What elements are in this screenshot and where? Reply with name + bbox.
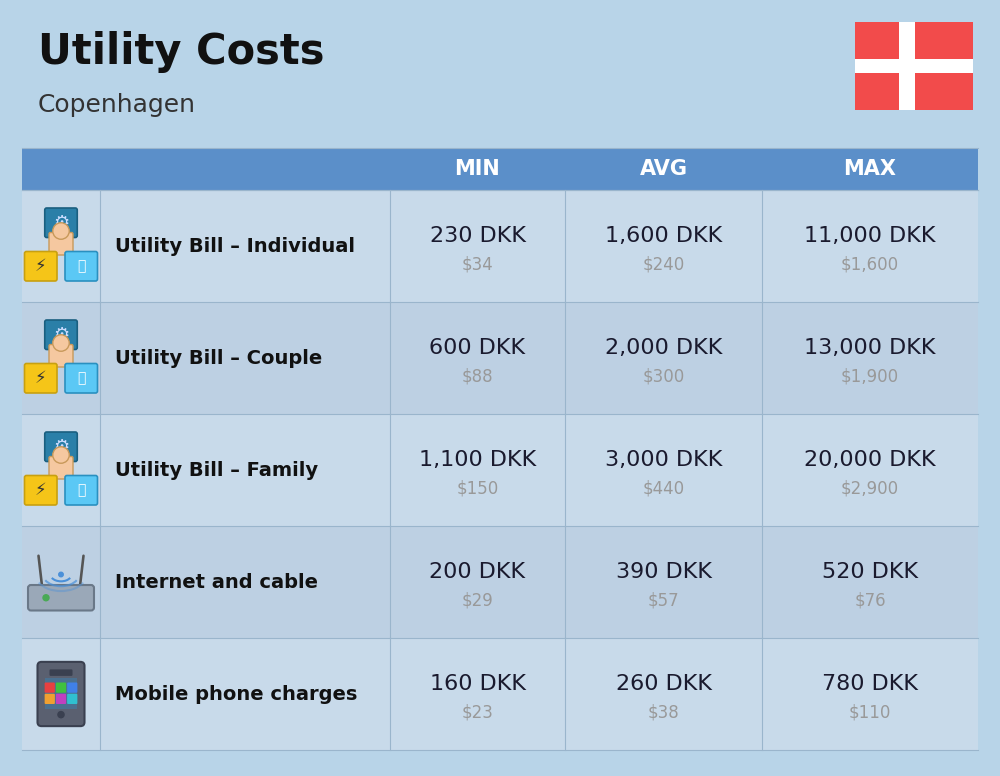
Text: $110: $110 bbox=[849, 703, 891, 721]
Text: Utility Bill – Couple: Utility Bill – Couple bbox=[115, 348, 322, 368]
Text: $440: $440 bbox=[642, 479, 685, 497]
FancyBboxPatch shape bbox=[45, 678, 77, 708]
FancyBboxPatch shape bbox=[24, 476, 57, 505]
FancyBboxPatch shape bbox=[22, 190, 978, 302]
FancyBboxPatch shape bbox=[22, 526, 978, 638]
Text: $23: $23 bbox=[462, 703, 493, 721]
Text: $1,600: $1,600 bbox=[841, 255, 899, 273]
Circle shape bbox=[53, 447, 69, 463]
Text: Copenhagen: Copenhagen bbox=[38, 93, 196, 117]
FancyBboxPatch shape bbox=[38, 662, 84, 726]
Circle shape bbox=[56, 710, 66, 719]
Text: 200 DKK: 200 DKK bbox=[429, 562, 526, 582]
Text: 🚰: 🚰 bbox=[77, 371, 85, 385]
FancyBboxPatch shape bbox=[49, 345, 73, 367]
Text: $88: $88 bbox=[462, 367, 493, 385]
Circle shape bbox=[53, 223, 69, 239]
Text: Utility Bill – Family: Utility Bill – Family bbox=[115, 460, 318, 480]
Text: $240: $240 bbox=[642, 255, 685, 273]
Text: ⚡: ⚡ bbox=[35, 481, 47, 499]
Text: ⚙: ⚙ bbox=[53, 213, 69, 232]
FancyBboxPatch shape bbox=[899, 22, 915, 110]
Text: 2,000 DKK: 2,000 DKK bbox=[605, 338, 722, 358]
FancyBboxPatch shape bbox=[22, 148, 978, 190]
Text: 3,000 DKK: 3,000 DKK bbox=[605, 450, 722, 470]
FancyBboxPatch shape bbox=[45, 320, 77, 349]
FancyBboxPatch shape bbox=[855, 59, 973, 73]
Text: $76: $76 bbox=[854, 591, 886, 609]
Text: 390 DKK: 390 DKK bbox=[616, 562, 712, 582]
Text: 160 DKK: 160 DKK bbox=[430, 674, 526, 694]
FancyBboxPatch shape bbox=[45, 208, 77, 237]
FancyBboxPatch shape bbox=[67, 694, 77, 704]
FancyBboxPatch shape bbox=[24, 363, 57, 393]
Text: ⚡: ⚡ bbox=[35, 369, 47, 387]
Text: ⚙: ⚙ bbox=[53, 438, 69, 456]
Text: Internet and cable: Internet and cable bbox=[115, 573, 318, 591]
Text: 13,000 DKK: 13,000 DKK bbox=[804, 338, 936, 358]
Text: 1,100 DKK: 1,100 DKK bbox=[419, 450, 536, 470]
FancyBboxPatch shape bbox=[56, 694, 66, 704]
Text: $29: $29 bbox=[462, 591, 493, 609]
Circle shape bbox=[59, 572, 63, 577]
Text: 11,000 DKK: 11,000 DKK bbox=[804, 226, 936, 246]
Text: $2,900: $2,900 bbox=[841, 479, 899, 497]
Text: Mobile phone charges: Mobile phone charges bbox=[115, 684, 357, 704]
Text: 260 DKK: 260 DKK bbox=[616, 674, 712, 694]
Text: MAX: MAX bbox=[844, 159, 896, 179]
FancyBboxPatch shape bbox=[65, 476, 98, 505]
Text: 20,000 DKK: 20,000 DKK bbox=[804, 450, 936, 470]
FancyBboxPatch shape bbox=[24, 251, 57, 281]
Text: $300: $300 bbox=[642, 367, 685, 385]
Text: $150: $150 bbox=[456, 479, 499, 497]
Text: 🚰: 🚰 bbox=[77, 483, 85, 497]
FancyBboxPatch shape bbox=[22, 302, 978, 414]
Text: Utility Bill – Individual: Utility Bill – Individual bbox=[115, 237, 355, 255]
Circle shape bbox=[43, 594, 49, 601]
Text: $38: $38 bbox=[648, 703, 679, 721]
Text: $34: $34 bbox=[462, 255, 493, 273]
Text: 780 DKK: 780 DKK bbox=[822, 674, 918, 694]
FancyBboxPatch shape bbox=[22, 638, 978, 750]
FancyBboxPatch shape bbox=[45, 694, 55, 704]
FancyBboxPatch shape bbox=[49, 233, 73, 255]
FancyBboxPatch shape bbox=[67, 683, 77, 693]
FancyBboxPatch shape bbox=[45, 432, 77, 462]
Text: $57: $57 bbox=[648, 591, 679, 609]
Text: 520 DKK: 520 DKK bbox=[822, 562, 918, 582]
FancyBboxPatch shape bbox=[50, 670, 72, 676]
FancyBboxPatch shape bbox=[65, 251, 98, 281]
Text: $1,900: $1,900 bbox=[841, 367, 899, 385]
FancyBboxPatch shape bbox=[56, 683, 66, 693]
FancyBboxPatch shape bbox=[65, 363, 98, 393]
Text: 230 DKK: 230 DKK bbox=[430, 226, 526, 246]
Circle shape bbox=[53, 334, 69, 352]
Text: ⚡: ⚡ bbox=[35, 258, 47, 275]
Text: AVG: AVG bbox=[640, 159, 688, 179]
FancyBboxPatch shape bbox=[45, 683, 55, 693]
Text: Utility Costs: Utility Costs bbox=[38, 31, 324, 73]
FancyBboxPatch shape bbox=[49, 456, 73, 479]
FancyBboxPatch shape bbox=[855, 22, 973, 110]
Text: ⚙: ⚙ bbox=[53, 326, 69, 344]
FancyBboxPatch shape bbox=[28, 585, 94, 611]
Text: MIN: MIN bbox=[455, 159, 500, 179]
Text: 600 DKK: 600 DKK bbox=[429, 338, 526, 358]
FancyBboxPatch shape bbox=[22, 414, 978, 526]
Text: 🚰: 🚰 bbox=[77, 259, 85, 273]
Text: 1,600 DKK: 1,600 DKK bbox=[605, 226, 722, 246]
